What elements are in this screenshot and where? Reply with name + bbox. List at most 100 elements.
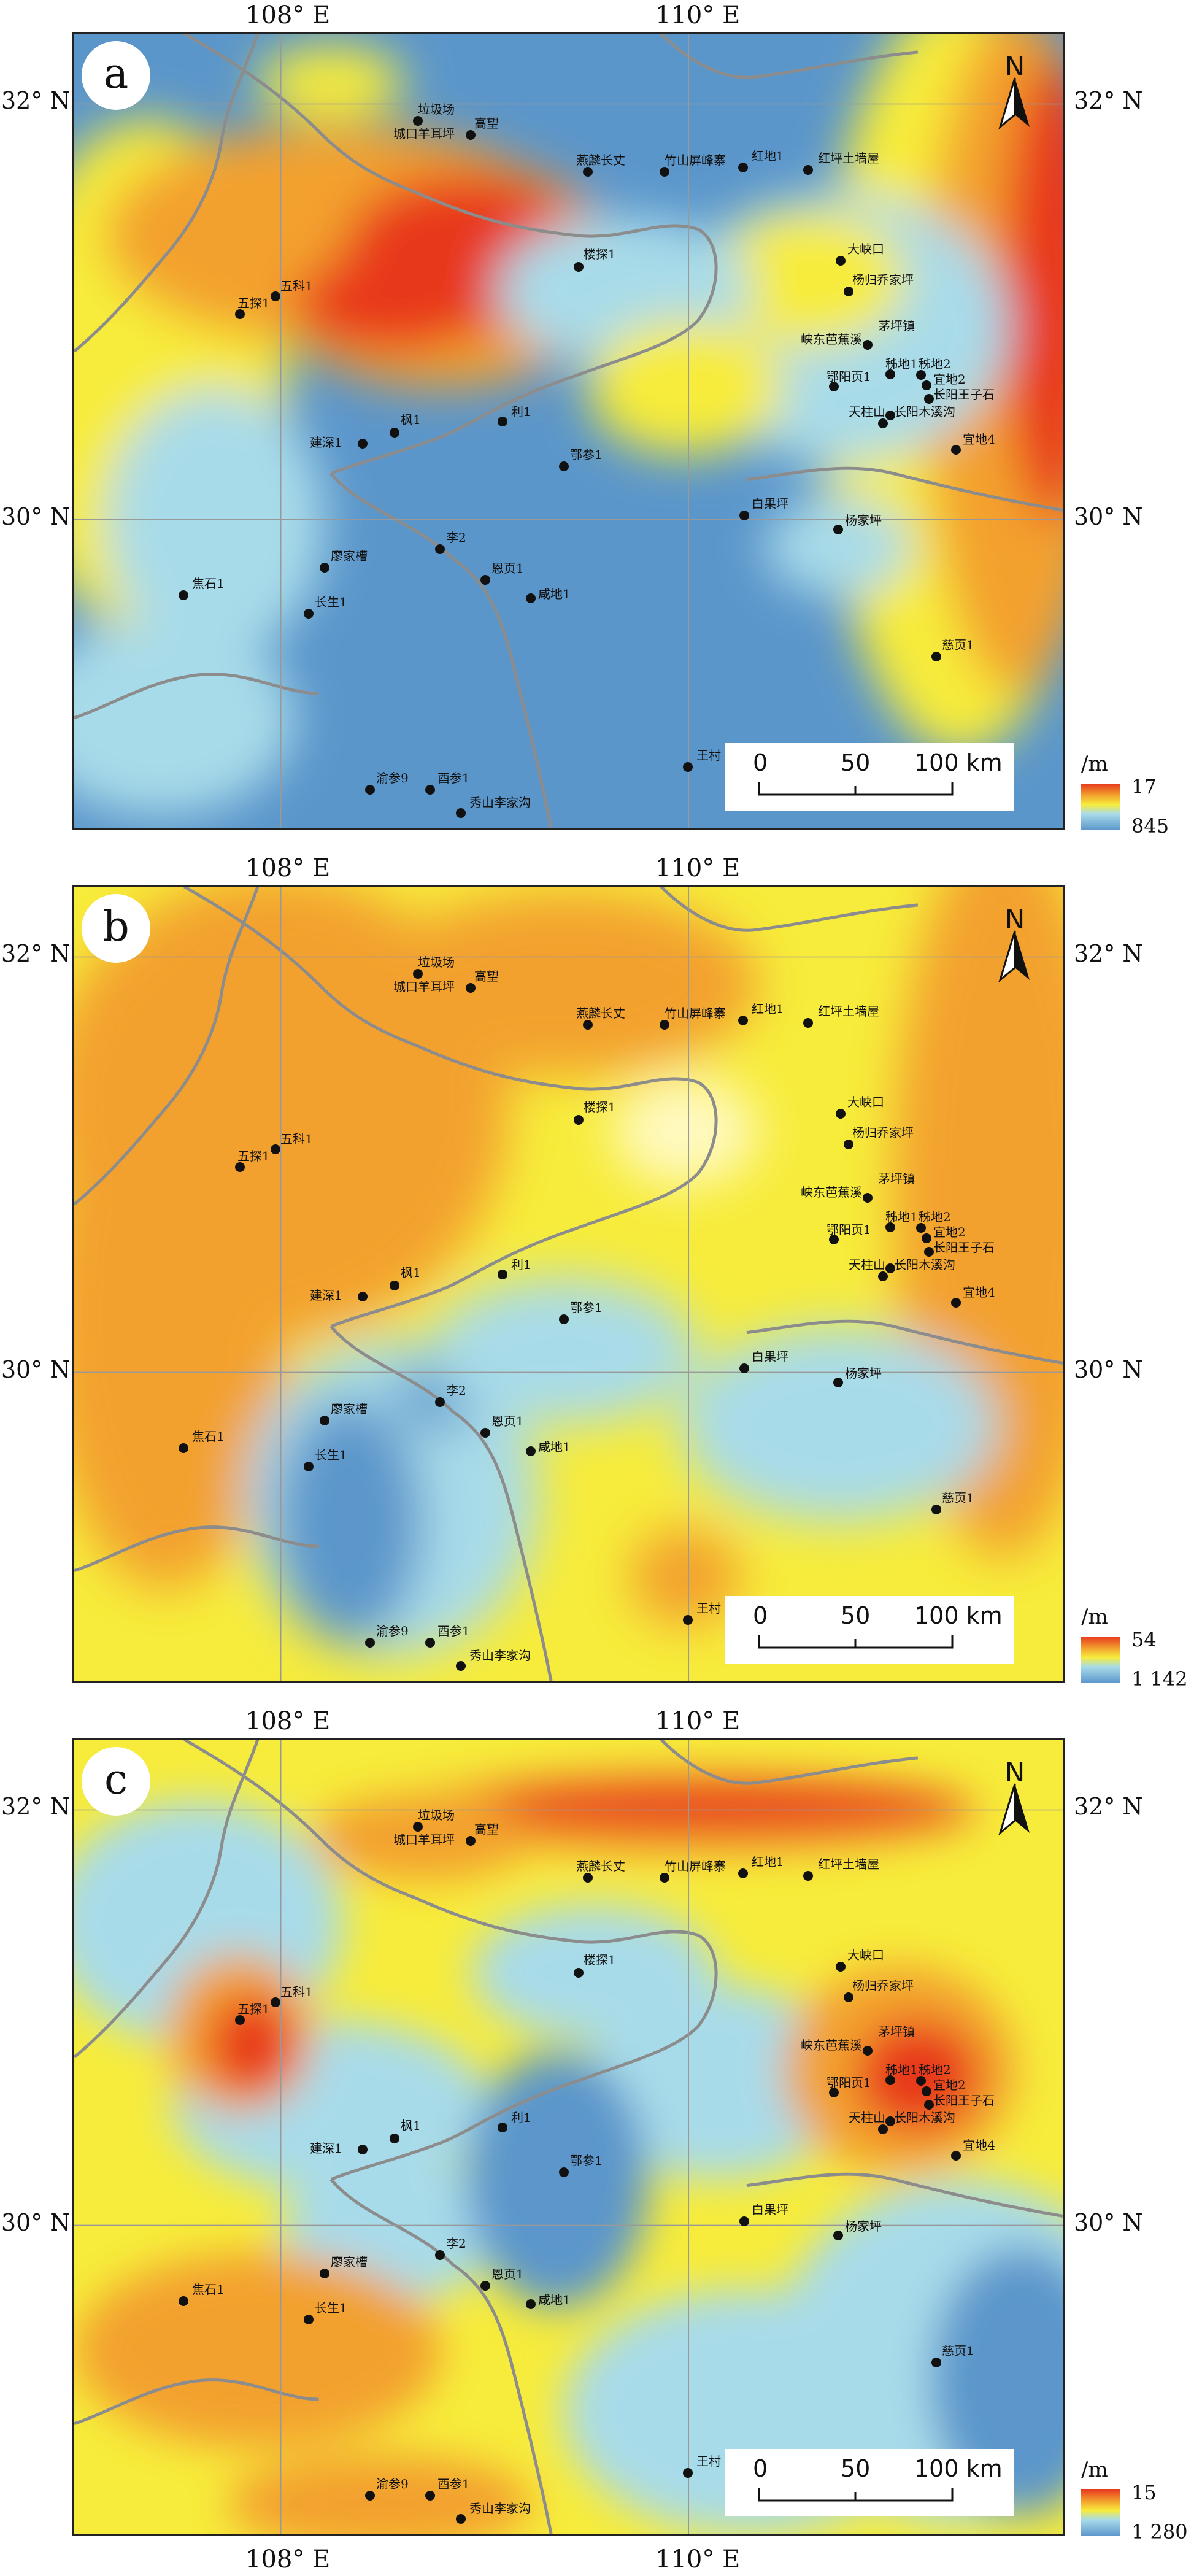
site-label: 红地1 (752, 148, 784, 163)
north-arrow-icon (998, 930, 1030, 983)
site-label: 利1 (511, 1257, 531, 1272)
panel-label-a: a (82, 41, 150, 110)
lon-label-108-c: 108° E (245, 1707, 331, 1735)
site-label: 五探1 (237, 1149, 270, 1163)
site-dot (922, 380, 931, 390)
site-dot (916, 370, 926, 380)
site-dot (358, 439, 368, 449)
site-dot (844, 287, 853, 296)
site-dot (365, 785, 375, 795)
legend-min-a: 845 (1131, 814, 1169, 838)
site-label: 长阳木溪沟 (894, 2110, 955, 2125)
site-dot (683, 762, 693, 772)
site-label: 宜地4 (963, 432, 995, 447)
site-dot (365, 2491, 375, 2501)
site-label: 长阳王子石 (933, 2093, 995, 2108)
site-dot (931, 2358, 941, 2367)
site-label: 鄂参1 (570, 447, 603, 462)
site-dot (833, 1378, 843, 1387)
site-dot (583, 1020, 593, 1030)
site-label: 峡东芭蕉溪 (801, 332, 862, 347)
site-dot (916, 2076, 926, 2086)
site-dot (951, 2151, 961, 2161)
scale-bar-c: 0 50 100 km (725, 2449, 1014, 2516)
site-label: 建深1 (310, 1288, 342, 1303)
site-dot (863, 340, 873, 350)
site-dot (559, 2167, 569, 2177)
lon-label-108-a: 108° E (245, 1, 331, 29)
site-label: 杨归乔家坪 (852, 1125, 914, 1140)
legend-c: /m 15 1 280 (1081, 2458, 1188, 2543)
site-label: 长生1 (315, 595, 347, 609)
site-dot (425, 2491, 435, 2501)
site-label: 杨家坪 (845, 1366, 882, 1381)
site-label: 鄂参1 (570, 1300, 603, 1315)
scale-label-100: 100 km (914, 1602, 1003, 1629)
site-label: 恩页1 (491, 561, 524, 576)
site-dot (480, 1428, 490, 1438)
site-label: 宜地2 (933, 372, 966, 387)
site-label: 焦石1 (192, 576, 225, 591)
site-dot (683, 1615, 693, 1625)
panel-label-b: b (82, 894, 150, 963)
site-label: 五科1 (280, 1132, 313, 1146)
site-label: 大峡口 (847, 1095, 884, 1109)
legend-colorbar-a (1081, 784, 1120, 830)
site-dot (320, 1416, 329, 1425)
site-dot (179, 590, 188, 600)
lon-label-108-bottom: 108° E (245, 2545, 331, 2574)
site-dot (425, 785, 435, 795)
site-label: 杨家坪 (845, 2219, 882, 2234)
north-arrow-a: N (990, 51, 1039, 131)
site-dot (738, 1016, 748, 1025)
site-label: 李2 (446, 530, 466, 545)
site-dot (358, 1292, 368, 1301)
site-label: 天柱山 (849, 404, 885, 419)
site-dot (358, 2145, 368, 2154)
site-label: 红地1 (752, 1001, 784, 1016)
site-label: 恩页1 (491, 1414, 524, 1429)
site-label: 峡东芭蕉溪 (801, 2038, 862, 2053)
legend-a: /m 17 845 (1081, 752, 1169, 838)
site-label: 燕麟长丈 (576, 1006, 625, 1020)
site-dot (803, 1871, 813, 1881)
site-label: 大峡口 (847, 1948, 884, 1962)
site-dot (320, 2269, 329, 2278)
legend-min-b: 1 142 (1131, 1667, 1188, 1691)
site-dot (271, 1144, 280, 1154)
site-dot (526, 593, 536, 603)
site-dot (498, 1270, 507, 1279)
lat-label-32-left-b: 32° N (1, 940, 71, 967)
lat-label-30-left-b: 30° N (1, 1356, 71, 1383)
lat-label-32-left-c: 32° N (1, 1793, 71, 1820)
site-dot (456, 808, 466, 818)
site-dot (574, 262, 584, 272)
site-label: 恩页1 (491, 2267, 524, 2281)
site-dot (466, 1836, 476, 1846)
site-dot (413, 1822, 423, 1832)
site-dot (878, 2124, 888, 2134)
site-label: 咸地1 (538, 1440, 571, 1454)
north-arrow-c: N (990, 1757, 1039, 1837)
site-dot (660, 1873, 669, 1883)
site-dot (924, 2100, 934, 2110)
site-dot (829, 1235, 839, 1244)
lon-label-108-b: 108° E (245, 854, 331, 882)
legend-max-b: 54 (1131, 1628, 1157, 1651)
site-label: 红坪土墙屋 (818, 151, 879, 166)
site-label: 高望 (474, 969, 499, 984)
site-label: 鄂阳页1 (826, 2075, 871, 2090)
north-label-b: N (1004, 904, 1025, 935)
site-label: 长阳木溪沟 (894, 1257, 955, 1272)
site-dot (390, 428, 399, 438)
site-dot (931, 652, 941, 661)
lat-label-30-left-a: 30° N (1, 503, 71, 530)
site-label: 茅坪镇 (878, 318, 915, 333)
site-label: 酉参1 (437, 2477, 470, 2491)
scale-label-50: 50 (841, 749, 871, 776)
site-label: 宜地2 (933, 1225, 966, 1240)
site-dot (738, 1868, 748, 1878)
site-dot (466, 130, 476, 140)
site-label: 枫1 (401, 2118, 421, 2133)
province-boundaries-b (74, 887, 1063, 1681)
